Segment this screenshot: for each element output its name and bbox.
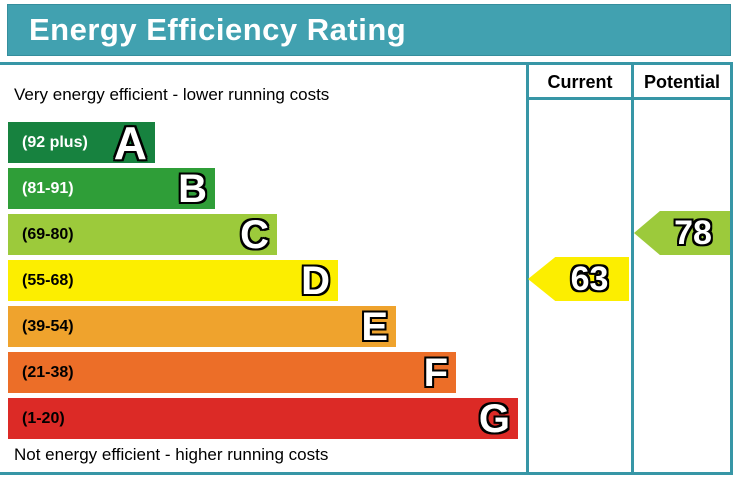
page-title: Energy Efficiency Rating — [29, 12, 407, 47]
current-column-divider — [526, 62, 529, 472]
chart-border-bottom — [0, 472, 733, 475]
band-f-letter: F — [423, 350, 448, 395]
band-d-range-label: (55-68) — [22, 271, 74, 289]
chart-border-right — [730, 62, 733, 475]
band-g-range-label: (1-20) — [22, 409, 65, 427]
band-a-range-label: (92 plus) — [22, 133, 88, 151]
band-c-range-label: (69-80) — [22, 225, 74, 243]
band-b-bar: (81-91) B — [8, 168, 215, 209]
band-a-bar: (92 plus) A — [8, 116, 155, 169]
band-a-letter: A — [113, 116, 147, 169]
band-b-range-label: (81-91) — [22, 179, 74, 197]
rating-bands: (92 plus) A (81-91) B (69-80) C (55-68) … — [8, 116, 518, 439]
potential-column-divider — [631, 62, 634, 472]
current-rating-value: 63 — [570, 260, 609, 298]
band-e-range-label: (39-54) — [22, 317, 74, 335]
current-rating-pointer: 63 — [528, 257, 629, 301]
band-c-bar: (69-80) C — [8, 214, 277, 255]
chart-border-top — [0, 62, 733, 65]
band-f-bar: (21-38) F — [8, 352, 456, 393]
band-f-range-label: (21-38) — [22, 363, 74, 381]
title-bar: Energy Efficiency Rating — [7, 4, 731, 56]
potential-rating-pointer: 78 — [634, 211, 730, 255]
column-header-underline — [526, 97, 733, 100]
band-g-letter: G — [478, 396, 510, 441]
potential-column-header: Potential — [643, 71, 720, 92]
bottom-caption: Not energy efficient - higher running co… — [14, 445, 329, 464]
band-b-letter: B — [178, 166, 207, 211]
band-g-bar: (1-20) G — [8, 398, 518, 439]
potential-rating-value: 78 — [674, 214, 712, 252]
band-e-letter: E — [361, 304, 388, 349]
band-d-letter: D — [301, 258, 330, 303]
band-d-bar: (55-68) D — [8, 260, 338, 301]
top-caption: Very energy efficient - lower running co… — [14, 85, 330, 104]
band-e-bar: (39-54) E — [8, 306, 396, 347]
current-column-header: Current — [547, 71, 613, 92]
band-c-letter: C — [240, 212, 269, 257]
